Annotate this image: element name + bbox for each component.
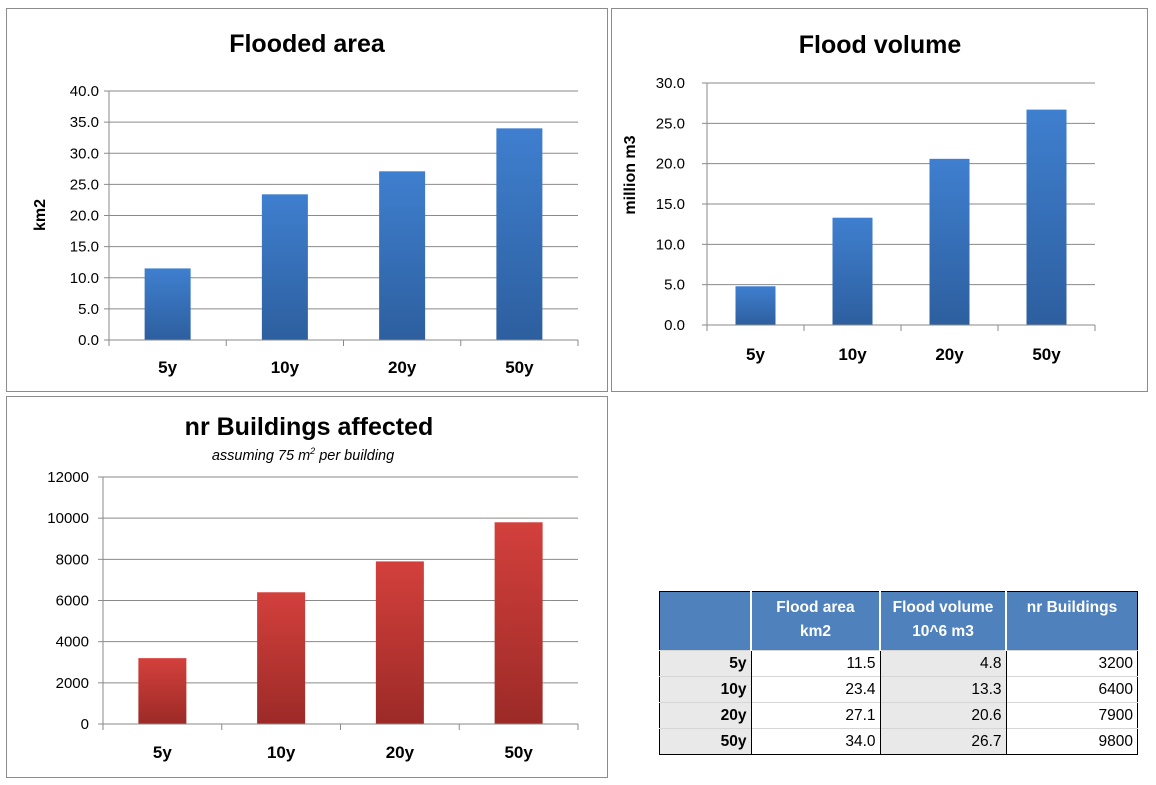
cell-buildings: 7900 xyxy=(1005,702,1138,729)
bar-10y xyxy=(257,592,306,724)
row-label: 10y xyxy=(659,676,752,703)
y-tick-label: 35.0 xyxy=(70,114,99,131)
row-label: 20y xyxy=(659,702,752,729)
flooded-area-chart-panel: Flooded area km2 0.0 5.0 10.0 15.0 20.0 25.0 3… xyxy=(6,8,608,392)
y-tick-label: 10.0 xyxy=(70,270,99,287)
x-tick-label: 10y xyxy=(271,358,300,377)
flood-volume-chart: Flood volume million m3 0.0 5.0 10.0 15.0 20… xyxy=(622,31,1096,364)
x-tick-label: 50y xyxy=(1032,345,1061,364)
y-tick-label: 30.0 xyxy=(70,145,99,162)
y-tick-label: 20.0 xyxy=(70,208,99,225)
table-row: 10y 23.4 13.3 6400 xyxy=(659,676,1138,703)
buildings-affected-chart: nr Buildings affected assuming 75 m2 per… xyxy=(47,413,579,762)
cell-area: 23.4 xyxy=(750,676,880,703)
bar-50y xyxy=(494,522,543,724)
bar-20y xyxy=(379,171,426,340)
row-label: 50y xyxy=(659,728,752,755)
bar-50y xyxy=(496,128,543,340)
bar-20y xyxy=(375,561,424,724)
bar-50y xyxy=(1026,109,1067,326)
table-header-corner xyxy=(659,591,751,651)
y-tick-label: 20.0 xyxy=(656,156,685,173)
y-tick-label: 15.0 xyxy=(70,239,99,256)
bar-10y xyxy=(832,217,873,325)
y-tick-label: 6000 xyxy=(56,593,89,610)
summary-table: Flood area km2 Flood volume 10^6 m3 nr Bui… xyxy=(659,591,1138,755)
y-tick-label: 25.0 xyxy=(656,115,685,132)
y-axis-label: km2 xyxy=(32,199,49,231)
bar-10y xyxy=(261,194,308,340)
bar-5y xyxy=(144,268,191,340)
y-tick-label: 5.0 xyxy=(664,277,685,294)
cell-area: 34.0 xyxy=(750,728,880,755)
chart-title: nr Buildings affected xyxy=(185,413,434,441)
x-tick-label: 10y xyxy=(838,345,867,364)
y-tick-label: 15.0 xyxy=(656,196,685,213)
y-tick-label: 30.0 xyxy=(656,75,685,92)
x-tick-label: 5y xyxy=(746,345,765,364)
flood-volume-chart-panel: Flood volume million m3 0.0 5.0 10.0 15.0 20… xyxy=(611,8,1148,392)
chart-title: Flooded area xyxy=(229,30,386,58)
y-axis-label: million m3 xyxy=(622,135,639,214)
cell-buildings: 3200 xyxy=(1005,650,1138,677)
table-header-area: Flood area km2 xyxy=(750,591,880,651)
plot-area: 0 2000 4000 6000 8000 10000 12000 5y 10y 20y 50y xyxy=(47,469,579,762)
table-row: 5y 11.5 4.8 3200 xyxy=(659,650,1138,677)
y-tick-label: 10000 xyxy=(47,510,89,527)
chart-subtitle: assuming 75 m2 per building xyxy=(212,446,394,464)
y-tick-label: 0.0 xyxy=(664,317,685,334)
flooded-area-chart: Flooded area km2 0.0 5.0 10.0 15.0 20.0 25.0 3… xyxy=(32,30,579,377)
cell-area: 11.5 xyxy=(750,650,880,677)
bar-5y xyxy=(735,286,776,325)
buildings-affected-chart-panel: nr Buildings affected assuming 75 m2 per… xyxy=(6,396,608,778)
cell-buildings: 9800 xyxy=(1005,728,1138,755)
x-tick-label: 20y xyxy=(935,345,964,364)
chart-title: Flood volume xyxy=(799,31,962,59)
x-tick-label: 5y xyxy=(158,358,177,377)
cell-volume: 26.7 xyxy=(879,728,1006,755)
cell-volume: 4.8 xyxy=(879,650,1006,677)
y-tick-label: 8000 xyxy=(56,551,89,568)
plot-area: 0.0 5.0 10.0 15.0 20.0 25.0 30.0 35.0 40.0 5y 10y 2… xyxy=(70,83,579,377)
table-header-buildings: nr Buildings xyxy=(1005,591,1138,651)
x-tick-label: 20y xyxy=(386,743,415,762)
y-tick-label: 4000 xyxy=(56,634,89,651)
cell-volume: 20.6 xyxy=(879,702,1006,729)
y-tick-label: 12000 xyxy=(47,469,89,486)
y-tick-label: 25.0 xyxy=(70,176,99,193)
x-tick-label: 50y xyxy=(505,358,534,377)
y-tick-label: 5.0 xyxy=(78,301,99,318)
bar-20y xyxy=(929,158,970,325)
bar-5y xyxy=(138,658,187,724)
x-tick-label: 20y xyxy=(388,358,417,377)
y-tick-label: 0 xyxy=(81,716,89,733)
y-tick-label: 10.0 xyxy=(656,236,685,253)
x-tick-label: 10y xyxy=(267,743,296,762)
table-header-volume: Flood volume 10^6 m3 xyxy=(879,591,1006,651)
cell-area: 27.1 xyxy=(750,702,880,729)
table-row: 20y 27.1 20.6 7900 xyxy=(659,702,1138,729)
table-header-row: Flood area km2 Flood volume 10^6 m3 nr Bui… xyxy=(659,591,1138,651)
table-row: 50y 34.0 26.7 9800 xyxy=(659,728,1138,755)
x-tick-label: 50y xyxy=(504,743,533,762)
cell-volume: 13.3 xyxy=(879,676,1006,703)
cell-buildings: 6400 xyxy=(1005,676,1138,703)
y-tick-label: 2000 xyxy=(56,675,89,692)
row-label: 5y xyxy=(659,650,752,677)
y-tick-label: 40.0 xyxy=(70,83,99,100)
plot-area: 0.0 5.0 10.0 15.0 20.0 25.0 30.0 5y 10y 20y 50y xyxy=(656,75,1096,364)
x-tick-label: 5y xyxy=(153,743,172,762)
y-tick-label: 0.0 xyxy=(78,332,99,349)
